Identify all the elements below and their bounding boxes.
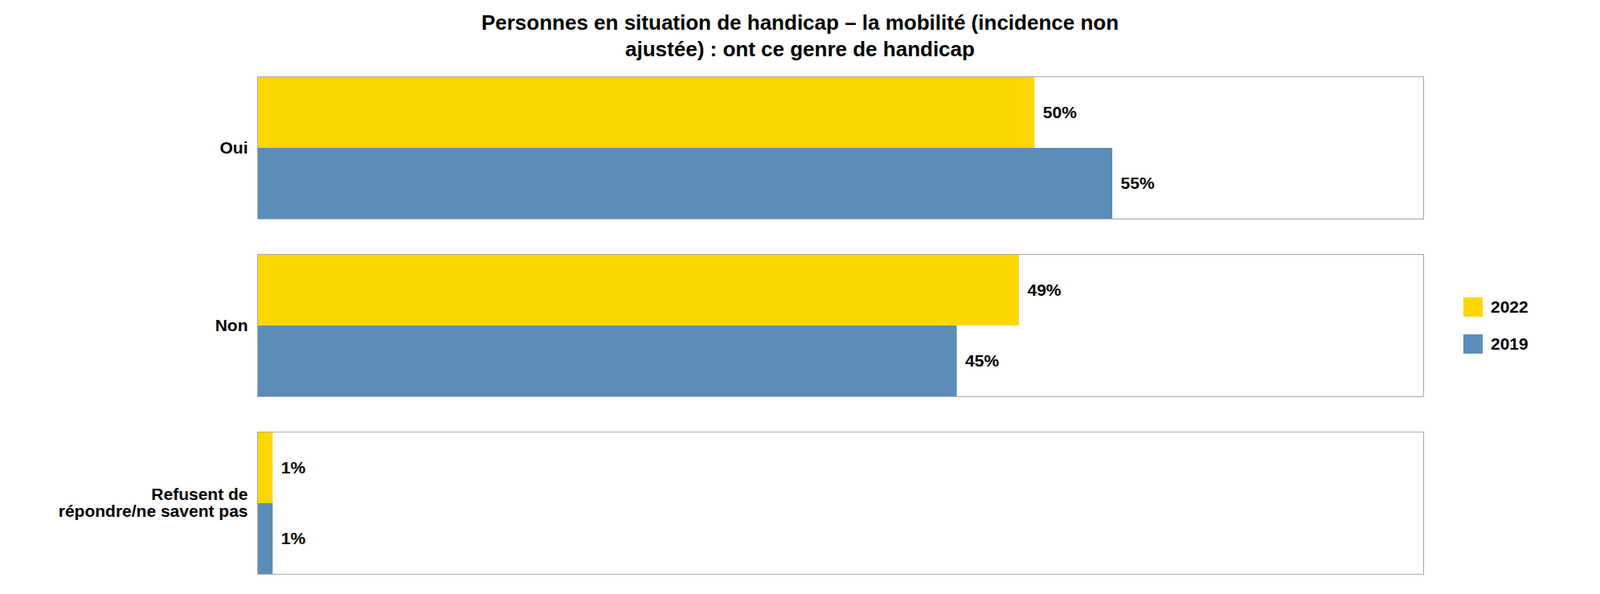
svg-text:Oui: Oui (220, 138, 249, 157)
svg-text:49%: 49% (1027, 280, 1061, 299)
svg-text:50%: 50% (1043, 102, 1077, 122)
html-text:Personnes en situation de hand: Personnes en situation de handicap – la … (481, 10, 1119, 61)
svg-text:45%: 45% (965, 351, 999, 370)
svg-text:Non: Non (215, 315, 249, 335)
svg-text:1%: 1% (281, 458, 307, 477)
svg-text:55%: 55% (1121, 173, 1155, 193)
svg-text:1%: 1% (281, 528, 307, 548)
svg-text:Refusent derépondre/ne savent: Refusent derépondre/ne savent pas (58, 484, 249, 520)
html-text:2019: 2019 (1490, 333, 1529, 353)
html-text:2022: 2022 (1490, 296, 1529, 316)
